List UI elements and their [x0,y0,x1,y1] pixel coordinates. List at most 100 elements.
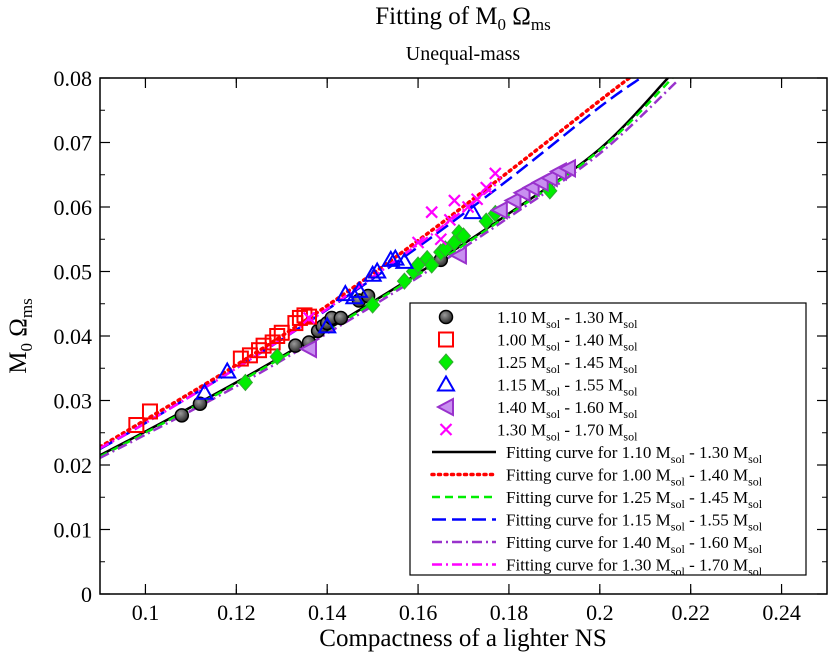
legend-label-part: sol [546,340,561,354]
legend-label-part: Fitting curve for 1.15 M [506,511,671,530]
legend-label-part: - 1.60 M [685,533,748,552]
legend-box [409,302,807,576]
legend-label-part: - 1.45 M [560,353,623,372]
data-point [288,338,303,353]
data-point [434,232,448,246]
data-point [301,308,318,325]
legend-label: Fitting curve for 1.40 Msol - 1.60 Msol [506,533,763,556]
circle-marker-body [192,396,208,411]
ylabel-mid: Ω [5,318,32,343]
data-point [255,337,272,354]
data-point [364,296,381,314]
ylabel-sub2: ms [17,298,36,318]
x-tick-label: 0.1 [132,600,160,625]
legend-label-part: Fitting curve for 1.40 M [506,533,671,552]
data-points [128,158,577,434]
data-point [194,382,215,400]
plot-frame [99,77,828,595]
y-tick-label: 0.07 [54,131,93,156]
data-point [232,350,249,367]
data-point [269,328,286,344]
y-axis-label: M0 Ωms [5,298,36,373]
x-tick-label: 0.2 [586,600,614,625]
y-tick-label: 0.06 [54,195,93,220]
data-point [443,213,457,227]
data-point [192,396,208,411]
chart-title: Fitting of M0 Ωms [375,3,550,34]
data-point [273,324,290,341]
data-point [381,249,401,267]
legend-label-part: sol [748,452,763,466]
ylabel-sub1: 0 [17,343,36,352]
legend-label: Fitting curve for 1.30 Msol - 1.70 Msol [506,556,763,579]
legend-label-part: Fitting curve for 1.25 M [506,488,671,507]
legend-label-part: - 1.30 M [560,308,623,327]
y-tick-label: 0.03 [54,389,93,414]
legend-label-part: sol [748,475,763,489]
legend-label-part: - 1.55 M [560,376,623,395]
data-point [394,251,415,269]
legend-marker [436,374,456,392]
data-point [335,284,356,302]
data-point [437,240,453,258]
legend-label-part: sol [671,565,686,579]
legend-label-part: sol [748,497,763,511]
data-point [448,245,467,266]
legend-label-part: sol [546,407,561,421]
axis-ticks: 0.1 0.12 0.14 0.16 0.18 0.2 0.22 0.24 0 0.01 0.02 0… [54,66,827,625]
data-point [539,168,558,188]
legend-label-part: sol [623,407,638,421]
y-tick-label: 0.04 [54,324,93,349]
title-base: Fitting of M [375,3,497,30]
legend-marker [435,397,454,417]
legend-label-part: sol [623,317,638,331]
data-point [448,194,461,207]
data-point [425,205,438,219]
legend-label: Fitting curve for 1.25 Msol - 1.45 Msol [506,488,763,511]
legend-label: Fitting curve for 1.00 Msol - 1.40 Msol [506,466,763,489]
legend-label-part: 1.10 M [497,308,546,327]
fit-curves [100,78,678,460]
legend-label-part: - 1.60 M [560,398,623,417]
data-point [470,192,484,206]
data-point [557,158,577,178]
data-point [302,311,316,325]
circle-marker-body [333,310,349,326]
data-point [333,310,349,326]
x-tick-label: 0.22 [671,600,710,625]
title-mid: Ω [506,3,531,30]
legend-marker [438,309,454,325]
legend-label-part: sol [671,497,686,511]
data-point [362,264,383,282]
legend-label-part: - 1.40 M [685,466,748,485]
x-tick-label: 0.12 [217,600,256,625]
legend-label-part: Fitting curve for 1.00 M [506,466,671,485]
fit-curve-line [100,180,501,450]
y-tick-label: 0.05 [54,260,93,285]
fit-curve-line [100,80,678,460]
data-point [241,347,258,364]
legend-label-part: sol [623,385,638,399]
legend-label-part: sol [671,542,686,556]
legend-label-part: 1.40 M [497,398,546,417]
data-point [269,347,285,366]
legend-label: 1.10 Msol - 1.30 Msol [497,308,638,331]
data-point [349,280,369,298]
y-tick-label: 0.01 [54,518,93,543]
circle-marker-body [438,309,454,325]
data-point [489,200,508,220]
legend-label-part: sol [671,475,686,489]
legend-label-part: 1.30 M [497,421,546,440]
legend-label-part: - 1.45 M [685,488,748,507]
legend-label-part: 1.25 M [497,353,546,372]
x-tick-label: 0.16 [399,600,438,625]
legend-label-part: 1.15 M [497,376,546,395]
legend-label-part: sol [671,520,686,534]
x-tick-label: 0.24 [762,600,801,625]
legend-label-part: - 1.70 M [685,556,748,575]
circle-marker-body [174,408,190,423]
y-tick-label: 0.08 [54,66,93,91]
legend-label-part: 1.00 M [497,331,546,350]
